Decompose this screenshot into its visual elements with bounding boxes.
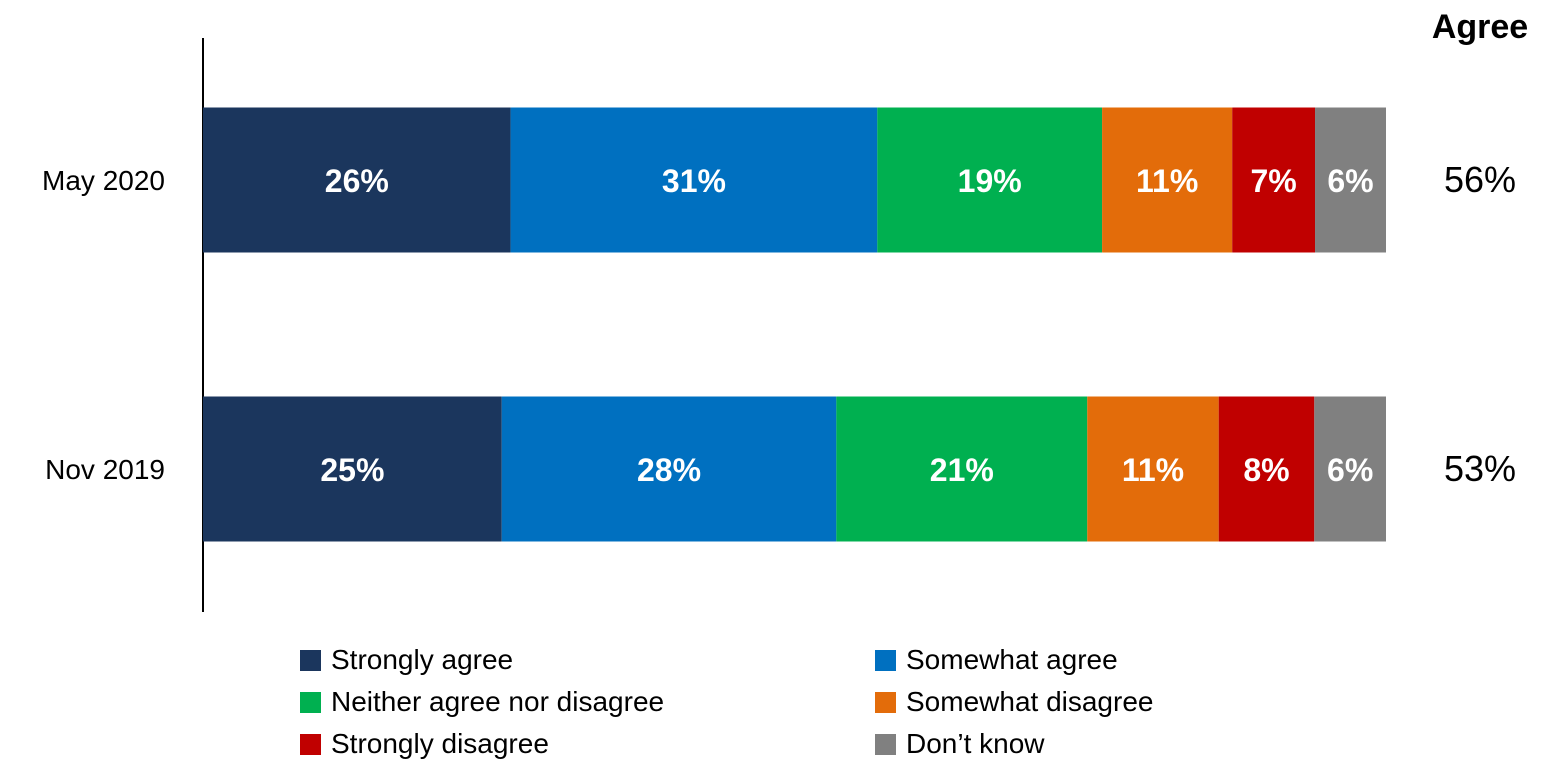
legend-label: Strongly disagree — [331, 728, 549, 759]
bar-segment — [203, 107, 511, 253]
bar-data-label: 26% — [325, 163, 389, 199]
bar-segment — [501, 396, 837, 542]
bar-data-label: 6% — [1327, 163, 1373, 199]
stacked-bar-chart: Agree May 2020 26% 31% 19% 11% 7% 6% 56% Nov 201… — [42, 8, 1528, 612]
legend-item: Strongly disagree — [300, 724, 549, 764]
bar-segment — [1102, 107, 1233, 253]
bar-data-label: 7% — [1250, 163, 1296, 199]
category-label: Nov 2019 — [45, 454, 165, 485]
bar-segment — [1087, 396, 1219, 542]
legend-label: Somewhat agree — [906, 644, 1118, 675]
bar-data-label: 21% — [930, 452, 994, 488]
bar-segment — [1232, 107, 1316, 253]
bar-data-label: 31% — [662, 163, 726, 199]
bar-data-label: 19% — [958, 163, 1022, 199]
legend-label: Don’t know — [906, 728, 1045, 759]
bar-data-label: 8% — [1243, 452, 1289, 488]
bar-segment — [203, 396, 502, 542]
bar-segment — [1314, 396, 1386, 542]
legend-item: Strongly agree — [300, 640, 513, 680]
legend-swatch — [300, 733, 321, 755]
bar-segment — [836, 396, 1088, 542]
bar-data-label: 6% — [1327, 452, 1373, 488]
legend-label: Neither agree nor disagree — [331, 686, 665, 717]
legend-item: Somewhat agree — [875, 640, 1118, 680]
legend: Strongly agree Somewhat agree Neither agre… — [300, 640, 1260, 775]
bar-data-label: 28% — [637, 452, 701, 488]
legend-swatch — [300, 649, 321, 671]
bar-segment — [1315, 107, 1386, 253]
bar-segment — [877, 107, 1103, 253]
legend-swatch — [300, 691, 321, 713]
bar-segment — [510, 107, 878, 253]
legend-item: Neither agree nor disagree — [300, 682, 664, 722]
legend-swatch — [875, 733, 896, 755]
legend-swatch — [875, 691, 896, 713]
legend-item: Don’t know — [875, 724, 1045, 764]
agree-column-header: Agree — [1432, 8, 1528, 46]
bar-segment — [1218, 396, 1315, 542]
legend-label: Somewhat disagree — [906, 686, 1154, 717]
legend-swatch — [875, 649, 896, 671]
agree-total-value: 53% — [1444, 448, 1516, 489]
bar-data-label: 11% — [1136, 163, 1198, 199]
category-label: May 2020 — [42, 165, 165, 196]
legend-item: Somewhat disagree — [875, 682, 1153, 722]
bar-data-label: 25% — [320, 452, 384, 488]
bar-data-label: 11% — [1122, 452, 1184, 488]
agree-total-value: 56% — [1444, 159, 1516, 200]
legend-label: Strongly agree — [331, 644, 514, 675]
